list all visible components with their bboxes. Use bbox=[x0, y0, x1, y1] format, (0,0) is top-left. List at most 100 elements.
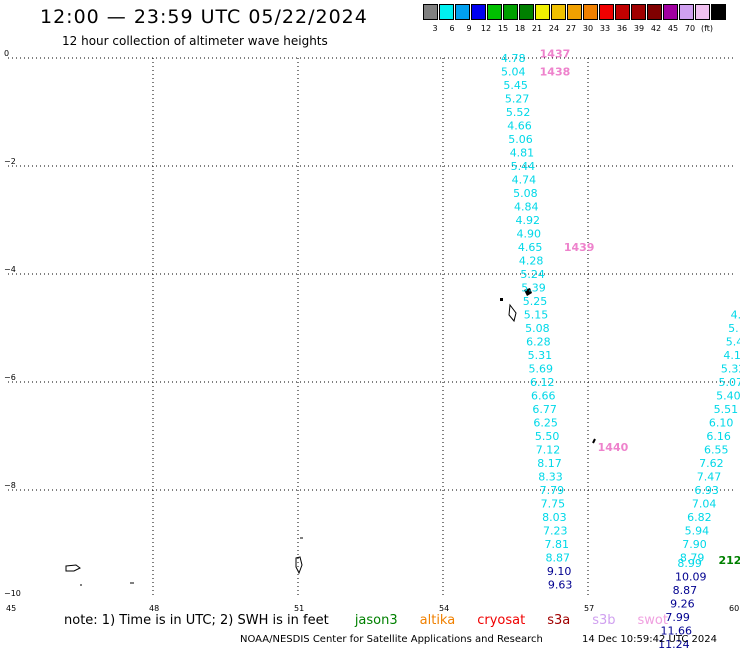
wave-height-label: 7.12 bbox=[536, 444, 561, 457]
wave-height-label: 11.66 bbox=[661, 624, 693, 637]
scale-swatch bbox=[471, 4, 486, 20]
wave-height-label: 4.74 bbox=[512, 174, 536, 187]
scale-swatch bbox=[647, 4, 662, 20]
wave-height-label: 7.81 bbox=[545, 538, 570, 551]
y-tick-label: 0 bbox=[4, 49, 9, 58]
x-tick-label: 57 bbox=[584, 604, 594, 613]
island-shape bbox=[524, 288, 532, 296]
island-shape bbox=[500, 298, 503, 301]
note-prefix: note: 1) Time is in UTC; 2) SWH is in fe… bbox=[64, 613, 329, 628]
page-title: 12:00 — 23:59 UTC 05/22/2024 bbox=[40, 6, 368, 28]
scale-label: 70 bbox=[684, 24, 696, 33]
wave-height-label: 5.07 bbox=[719, 376, 740, 389]
wave-height-label: 5.15 bbox=[524, 309, 549, 322]
page-subtitle: 12 hour collection of altimeter wave hei… bbox=[62, 34, 328, 48]
sat-s3b-label: s3b bbox=[592, 613, 616, 628]
wave-height-label: 8.87 bbox=[673, 584, 698, 597]
scale-swatch bbox=[551, 4, 566, 20]
wave-height-label: 1437 bbox=[540, 48, 571, 61]
scale-swatch bbox=[615, 4, 630, 20]
wave-height-label: 7.23 bbox=[543, 525, 568, 538]
scale-swatch bbox=[439, 4, 454, 20]
wave-height-label: 5. bbox=[728, 322, 739, 335]
wave-height-label: 6.77 bbox=[532, 403, 557, 416]
wave-height-label: 7.99 bbox=[665, 611, 690, 624]
scale-label: 39 bbox=[633, 24, 645, 33]
wave-height-label: 5.27 bbox=[505, 93, 530, 106]
x-tick-label: 45 bbox=[6, 604, 16, 613]
wave-height-label: 5.45 bbox=[503, 79, 527, 92]
wave-height-label: 4. bbox=[731, 309, 740, 322]
wave-height-label: 7.79 bbox=[540, 484, 565, 497]
x-tick-label: 51 bbox=[294, 604, 304, 613]
scale-label: 24 bbox=[548, 24, 560, 33]
sat-cryosat-label: cryosat bbox=[477, 613, 526, 628]
wave-height-label: 8.99 bbox=[677, 557, 702, 570]
scale-label: 30 bbox=[582, 24, 594, 33]
island-shape bbox=[508, 303, 517, 323]
wave-height-label: 5.4 bbox=[726, 336, 740, 349]
wave-height-label: 4.84 bbox=[514, 201, 539, 214]
x-tick-label: 48 bbox=[149, 604, 159, 613]
wave-height-label: 5.44 bbox=[511, 160, 535, 173]
wave-height-label: 7.62 bbox=[699, 457, 724, 470]
scale-label: 33 bbox=[599, 24, 611, 33]
scale-label: 15 bbox=[497, 24, 509, 33]
island-shape bbox=[295, 556, 303, 575]
wave-height-label: 6.55 bbox=[704, 444, 729, 457]
wave-height-label: 8.03 bbox=[542, 511, 567, 524]
wave-height-label: 4.81 bbox=[510, 147, 535, 160]
scale-label: 18 bbox=[514, 24, 526, 33]
scale-label: 45 bbox=[667, 24, 679, 33]
wave-height-label: 5.24 bbox=[520, 268, 545, 281]
wave-height-label: 5.94 bbox=[685, 525, 710, 538]
scale-swatch bbox=[695, 4, 710, 20]
wave-height-label: 5.25 bbox=[523, 295, 548, 308]
wave-height-label: 5.40 bbox=[716, 390, 740, 403]
scale-swatch bbox=[455, 4, 470, 20]
wave-height-label: 5.08 bbox=[525, 322, 550, 335]
scale-swatch bbox=[663, 4, 678, 20]
scale-swatch bbox=[599, 4, 614, 20]
sat-jason3-label: jason3 bbox=[354, 613, 398, 628]
x-tick-label: 60 bbox=[729, 604, 739, 613]
scale-label: 6 bbox=[449, 24, 455, 33]
island-shape bbox=[80, 582, 134, 586]
scale-swatch bbox=[519, 4, 534, 20]
scale-swatch bbox=[711, 4, 726, 20]
scale-swatch bbox=[535, 4, 550, 20]
wave-height-label: 4.90 bbox=[516, 228, 541, 241]
scale-label: 21 bbox=[531, 24, 543, 33]
y-tick-label: −2 bbox=[4, 157, 16, 166]
wave-height-label: 7.75 bbox=[541, 498, 566, 511]
wave-height-label: 1439 bbox=[564, 241, 595, 254]
satellite-legend: jason3 altika cryosat s3a s3b swot bbox=[333, 613, 668, 628]
wave-height-label: 4.1 bbox=[723, 349, 740, 362]
wave-height-label: 1438 bbox=[540, 66, 571, 79]
scale-swatch bbox=[631, 4, 646, 20]
scale-swatch bbox=[679, 4, 694, 20]
island-shape bbox=[65, 564, 81, 572]
wave-height-label: 9.26 bbox=[670, 597, 695, 610]
wave-height-label: 9.63 bbox=[548, 579, 573, 592]
wave-height-label: 4.65 bbox=[518, 241, 543, 254]
wave-height-label: 8.87 bbox=[545, 552, 570, 565]
wave-height-label: 6.12 bbox=[530, 376, 555, 389]
y-tick-label: −6 bbox=[4, 373, 16, 382]
wave-height-label: 6.25 bbox=[533, 417, 558, 430]
wave-height-label: 7.47 bbox=[697, 471, 722, 484]
sat-swot-label: swot bbox=[637, 613, 668, 628]
scale-label: 3 bbox=[432, 24, 438, 33]
wave-height-label: 5.32 bbox=[721, 363, 740, 376]
wave-height-label: 6.16 bbox=[706, 430, 731, 443]
scale-label: (ft) bbox=[700, 24, 714, 33]
wave-height-label: 6.82 bbox=[687, 511, 712, 524]
wave-height-label: 11.24 bbox=[658, 638, 690, 650]
satellite-note: note: 1) Time is in UTC; 2) SWH is in fe… bbox=[64, 613, 668, 628]
island-shape bbox=[592, 438, 596, 444]
scale-swatch bbox=[567, 4, 582, 20]
wave-height-label: 8.17 bbox=[537, 457, 562, 470]
footer-timestamp: 14 Dec 10:59:42 UTC 2024 bbox=[582, 634, 717, 645]
wave-height-label: 5.04 bbox=[501, 66, 526, 79]
wave-height-label: 7.04 bbox=[692, 498, 717, 511]
